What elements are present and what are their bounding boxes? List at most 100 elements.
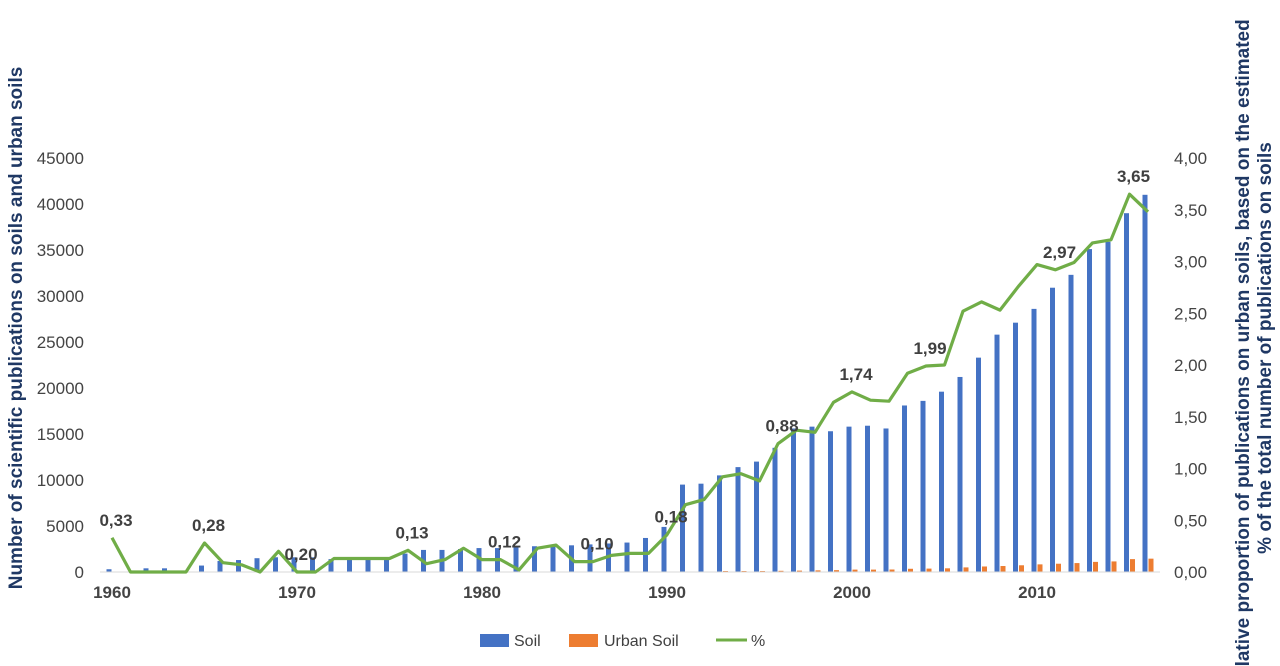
soil-bar — [273, 557, 278, 572]
soil-bar — [1031, 308, 1037, 572]
soil-bar — [1124, 213, 1129, 572]
urban-soil-bar — [797, 570, 802, 572]
soil-bar — [143, 568, 149, 572]
soil-bar — [1068, 274, 1074, 572]
soil-bar — [384, 559, 389, 572]
soil-bar — [661, 526, 667, 572]
right-tick-label: 2,50 — [1174, 304, 1207, 323]
soil-bar — [698, 483, 704, 572]
right-tick-label: 4,00 — [1174, 149, 1207, 168]
left-tick-label: 20000 — [37, 379, 84, 398]
soil-bar — [1087, 249, 1092, 572]
data-label: 2,97 — [1043, 243, 1076, 262]
soil-bar — [809, 426, 815, 572]
soil-bar — [106, 569, 112, 572]
soil-bar — [1142, 194, 1148, 573]
soil-bar — [328, 559, 334, 572]
soil-bar — [291, 557, 297, 572]
urban-soil-bar — [852, 569, 858, 572]
data-label: 0,12 — [488, 533, 521, 552]
left-tick-label: 25000 — [37, 333, 84, 352]
soil-bar — [717, 475, 722, 572]
urban-soil-bar — [963, 567, 969, 572]
x-tick-label: 1990 — [648, 583, 686, 602]
soil-bar — [310, 557, 315, 572]
soil-bar — [939, 391, 944, 572]
soil-bar — [865, 425, 870, 572]
data-label: 0,33 — [99, 511, 132, 530]
right-tick-label: 3,00 — [1174, 253, 1207, 272]
left-tick-label: 30000 — [37, 287, 84, 306]
left-axis-ticks: 0 5000 10000 15000 20000 25000 30000 35000 40000… — [37, 149, 84, 582]
bars — [106, 194, 1154, 573]
soil-bar — [365, 559, 371, 572]
data-label: 0,18 — [654, 508, 687, 527]
data-label: 1,74 — [839, 365, 873, 384]
legend-swatch-soil — [480, 634, 509, 647]
soil-bar — [624, 542, 630, 572]
soil-bar — [199, 565, 204, 572]
urban-soil-bar — [889, 569, 895, 572]
soil-bar — [217, 560, 223, 572]
data-label: 0,13 — [395, 523, 428, 542]
right-tick-label: 0,50 — [1174, 511, 1207, 530]
right-tick-label: 1,00 — [1174, 460, 1207, 479]
data-label: 0,10 — [580, 535, 613, 554]
data-label: 0,88 — [765, 417, 798, 436]
soil-bar — [902, 405, 907, 572]
left-tick-label: 5000 — [46, 517, 84, 536]
data-label: 3,65 — [1117, 167, 1150, 186]
soil-bar — [532, 546, 537, 572]
left-tick-label: 0 — [75, 563, 84, 582]
soil-bar — [458, 549, 463, 572]
soil-bar — [754, 461, 759, 572]
soil-bar — [1050, 287, 1055, 572]
soil-bar — [347, 559, 352, 572]
right-tick-label: 0,00 — [1174, 563, 1207, 582]
x-tick-label: 1960 — [93, 583, 131, 602]
soil-bar — [680, 484, 685, 572]
soil-bar — [254, 558, 260, 572]
soil-bar — [402, 553, 408, 572]
left-tick-label: 40000 — [37, 195, 84, 214]
percent-line — [110, 192, 1150, 574]
x-tick-label: 1970 — [278, 583, 316, 602]
data-label: 0,20 — [284, 545, 317, 564]
x-axis-ticks: 1960 1970 1980 1990 2000 2010 — [93, 583, 1056, 602]
urban-soil-bar — [778, 570, 784, 572]
urban-soil-bar — [1148, 558, 1154, 572]
soil-bar — [791, 428, 796, 572]
soil-bar — [587, 544, 593, 572]
right-tick-label: 1,50 — [1174, 408, 1207, 427]
x-tick-label: 2000 — [833, 583, 871, 602]
soil-bar — [846, 426, 852, 572]
right-axis-title-line1: Relative proportion of publications on u… — [1233, 19, 1254, 666]
right-tick-label: 2,00 — [1174, 356, 1207, 375]
urban-soil-bar — [1037, 564, 1043, 572]
urban-soil-bar — [1019, 565, 1024, 572]
urban-soil-bar — [1056, 563, 1061, 572]
left-tick-label: 15000 — [37, 425, 84, 444]
urban-soil-bar — [908, 568, 913, 572]
x-tick-label: 2010 — [1018, 583, 1056, 602]
left-tick-label: 10000 — [37, 471, 84, 490]
legend-swatch-urban-soil — [569, 634, 598, 647]
soil-bar — [828, 431, 833, 572]
soil-bar — [513, 547, 519, 572]
soil-bar — [1105, 241, 1111, 572]
legend: Soil Urban Soil % — [480, 633, 765, 650]
urban-soil-bar — [815, 570, 821, 572]
soil-bar — [476, 548, 482, 572]
urban-soil-bar — [1093, 561, 1098, 572]
left-tick-label: 45000 — [37, 149, 84, 168]
urban-soil-bar — [945, 568, 950, 572]
right-axis-ticks: 0,00 0,50 1,00 1,50 2,00 2,50 3,00 3,50 4,00 — [1174, 149, 1207, 582]
legend-label-soil: Soil — [514, 633, 541, 650]
soil-bar — [883, 428, 889, 572]
data-labels: 0,33 0,28 0,20 0,13 0,12 0,10 0,18 0,88 1,74 1,99… — [99, 167, 1150, 564]
soil-bar — [772, 447, 778, 572]
urban-soil-bar — [1000, 566, 1006, 572]
soil-bar — [920, 400, 926, 572]
right-tick-label: 3,50 — [1174, 201, 1207, 220]
